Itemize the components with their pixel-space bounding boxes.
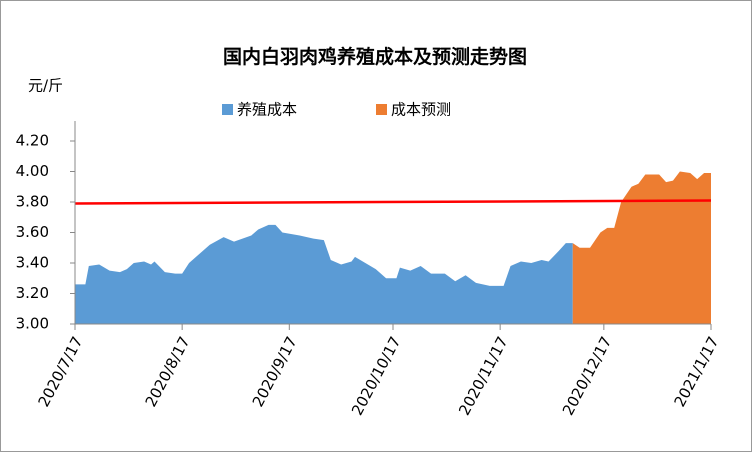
y-tick-label: 3.20 [16, 284, 49, 302]
y-tick-label: 3.80 [16, 193, 49, 211]
y-tick-label: 4.20 [16, 132, 49, 150]
legend-swatch [222, 104, 233, 115]
legend-swatch [376, 104, 387, 115]
y-tick-label: 3.60 [16, 223, 49, 241]
area [572, 171, 711, 324]
legend-label: 成本预测 [391, 101, 451, 119]
trend-line [74, 199, 712, 205]
area [75, 224, 573, 324]
y-tick-label: 3.40 [16, 254, 49, 272]
y-axis-label: 元/斤 [28, 77, 63, 95]
y-tick-label: 4.00 [16, 162, 49, 180]
y-tick-label: 3.00 [16, 315, 49, 333]
legend-label: 养殖成本 [237, 101, 297, 119]
chart-title: 国内白羽肉鸡养殖成本及预测走势图 [223, 45, 527, 68]
